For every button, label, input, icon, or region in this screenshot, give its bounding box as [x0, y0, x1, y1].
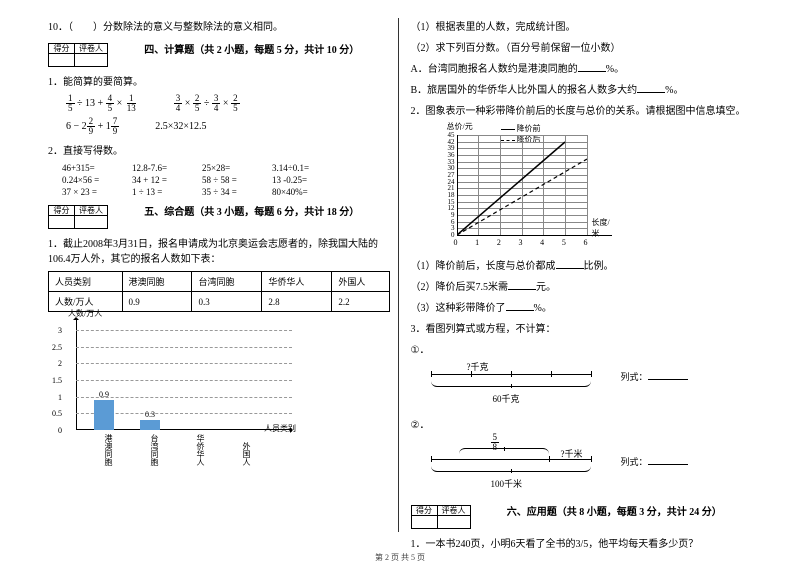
- y-tick: 3: [50, 326, 62, 335]
- line-chart: 降价前 降价后 总价/元 长度/米 0369121518212427303336…: [437, 123, 612, 253]
- q3-label1: ①．: [411, 341, 753, 356]
- left-column: 10．（ ）分数除法的意义与整数除法的意义相同。 得分 评卷人 四、计算题（共 …: [48, 18, 399, 532]
- section5-title: 五、综合题（共 3 小题，每题 6 分，共计 18 分）: [114, 203, 390, 218]
- blank[interactable]: [556, 259, 584, 269]
- y-tick: 1: [50, 393, 62, 402]
- lc-xtick: 0: [454, 238, 458, 247]
- math-row-1: 15 ÷ 13 + 45 × 113 34 × 25 ÷ 34 × 25: [66, 94, 390, 113]
- blank[interactable]: [508, 280, 536, 290]
- q1-sub2: （2）求下列百分数。（百分号前保留一位小数）: [411, 39, 753, 54]
- x-category: 外国人: [236, 442, 250, 466]
- lc-xtick: 3: [519, 238, 523, 247]
- y-tick: 0.5: [50, 409, 62, 418]
- q2-sub2: （2）降价后买7.5米需元。: [411, 278, 753, 293]
- score-label: 得分: [49, 44, 74, 54]
- x-category: 华侨华人: [190, 434, 204, 466]
- lc-ytick: 45: [437, 131, 455, 139]
- q3: 3．看图列算式或方程，不计算：: [411, 320, 753, 335]
- section5-header: 得分 评卷人 五、综合题（共 3 小题，每题 6 分，共计 18 分）: [48, 201, 390, 231]
- right-column: （1）根据表里的人数，完成统计图。 （2）求下列百分数。（百分号前保留一位小数）…: [407, 18, 753, 532]
- question-10: 10．（ ）分数除法的意义与整数除法的意义相同。: [48, 18, 390, 33]
- lc-xtick: 5: [562, 238, 566, 247]
- calc-grid: 46+315=12.8-7.6=25×28= 3.14÷0.1= 0.24×56…: [62, 163, 390, 197]
- calc-cell: 46+315=: [62, 163, 132, 173]
- th: 人员类别: [49, 272, 123, 292]
- score-box: 得分 评卷人: [48, 43, 108, 67]
- chart-lines: [457, 135, 587, 235]
- s4-q1: 1．能简算的要简算。: [48, 73, 390, 88]
- score-box: 得分 评卷人: [411, 505, 471, 529]
- blank[interactable]: [648, 370, 688, 380]
- blank[interactable]: [506, 301, 534, 311]
- bar: 0.3: [140, 420, 160, 430]
- s5-q1: 1．截止2008年3月31日，报名申请成为北京奥运会志愿者的，除我国大陆的106…: [48, 235, 390, 265]
- y-tick: 2.5: [50, 343, 62, 352]
- lc-xtick: 1: [475, 238, 479, 247]
- q2-sub3: （3）这种彩带降价了%。: [411, 299, 753, 314]
- volunteers-table: 人员类别 港澳同胞 台湾同胞 华侨华人 外国人 人数/万人 0.9 0.3 2.…: [48, 271, 390, 312]
- y-tick: 0: [50, 426, 62, 435]
- blank[interactable]: [578, 62, 606, 72]
- math-row-2: 6 − 229 + 179 2.5×32×12.5: [66, 117, 390, 136]
- q2: 2．图象表示一种彩带降价前后的长度与总价的关系。请根据图中信息填空。: [411, 102, 753, 117]
- q1-sub1: （1）根据表里的人数，完成统计图。: [411, 18, 753, 33]
- y-tick: 2: [50, 359, 62, 368]
- blank[interactable]: [637, 83, 665, 93]
- section4-title: 四、计算题（共 2 小题，每题 5 分，共计 10 分）: [114, 41, 390, 56]
- s6-q1: 1．一本书240页，小明6天看了全书的3/5，他平均每天看多少页？: [411, 535, 753, 550]
- bar-chart: 人数/万人 人员类别 00.511.522.530.9港澳同胞0.3台湾同胞华侨…: [62, 318, 292, 448]
- y-tick: 1.5: [50, 376, 62, 385]
- q2-sub1: （1）降价前后，长度与总价都成比例。: [411, 257, 753, 272]
- expr-3: 6 − 229 + 179: [66, 117, 119, 136]
- expr-1: 15 ÷ 13 + 45 × 113: [66, 94, 138, 113]
- lc-xtick: 4: [540, 238, 544, 247]
- expr-2: 34 × 25 ÷ 34 × 25: [174, 94, 240, 113]
- lc-xtick: 2: [497, 238, 501, 247]
- x-category: 港澳同胞: [98, 434, 112, 466]
- page-footer: 第 2 页 共 5 页: [0, 552, 800, 563]
- diagram-2: 58 ?千米 100千米 列式：: [431, 437, 753, 493]
- q3-label2: ②．: [411, 416, 753, 431]
- q1-sub4: B．旅居国外的华侨华人比外国人的报名人数多大约%。: [411, 81, 753, 96]
- section4-header: 得分 评卷人 四、计算题（共 2 小题，每题 5 分，共计 10 分）: [48, 39, 390, 69]
- section6-title: 六、应用题（共 8 小题，每题 3 分，共计 24 分）: [477, 503, 753, 518]
- diagram-1: ?千克 60千克 列式：: [431, 362, 753, 408]
- x-axis-label: 长度/米: [592, 217, 612, 239]
- blank[interactable]: [648, 455, 688, 465]
- q1-sub3: A．台湾同胞报名人数约是港澳同胞的%。: [411, 60, 753, 75]
- lc-xtick: 6: [584, 238, 588, 247]
- s4-q2: 2．直接写得数。: [48, 142, 390, 157]
- x-category: 台湾同胞: [144, 434, 158, 466]
- score-box: 得分 评卷人: [48, 205, 108, 229]
- grader-label: 评卷人: [75, 44, 107, 54]
- expr-4: 2.5×32×12.5: [155, 121, 206, 132]
- bar: 0.9: [94, 400, 114, 430]
- section6-header: 得分 评卷人 六、应用题（共 8 小题，每题 3 分，共计 24 分）: [411, 501, 753, 531]
